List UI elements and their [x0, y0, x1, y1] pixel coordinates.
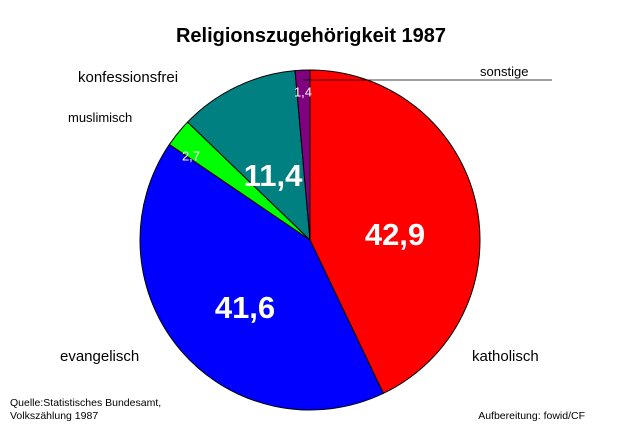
- source-note-line2: Volkszählung 1987: [10, 410, 98, 422]
- slice-name-muslimisch: muslimisch: [68, 110, 132, 125]
- pie-slices: [139, 69, 481, 411]
- pie-slice-evangelisch: [139, 143, 385, 411]
- pie-slice-sonstige: [294, 69, 311, 241]
- value-label-evangelisch: 41,6: [215, 290, 275, 325]
- value-label-muslimisch: 2,7: [182, 148, 200, 163]
- pie-labels: 42,9 katholisch 41,6 evangelisch 2,7 muslimis…: [60, 64, 539, 365]
- value-label-sonstige: 1,4: [294, 84, 312, 99]
- credit-note: Aufbereitung: fowid/CF: [478, 410, 585, 422]
- value-label-konfessionsfrei: 11,4: [244, 158, 303, 193]
- pie-slice-konfessionsfrei: [186, 70, 311, 242]
- slice-name-sonstige: sonstige: [480, 64, 528, 79]
- slice-name-konfessionsfrei: konfessionsfrei: [78, 69, 178, 86]
- chart-title: Religionszugehörigkeit 1987: [176, 25, 446, 47]
- source-note-line1: Quelle:Statistisches Bundesamt,: [10, 397, 161, 409]
- slice-name-evangelisch: evangelisch: [60, 348, 139, 365]
- value-label-katholisch: 42,9: [365, 217, 425, 252]
- slice-name-katholisch: katholisch: [472, 348, 539, 365]
- pie-slice-katholisch: [309, 69, 481, 395]
